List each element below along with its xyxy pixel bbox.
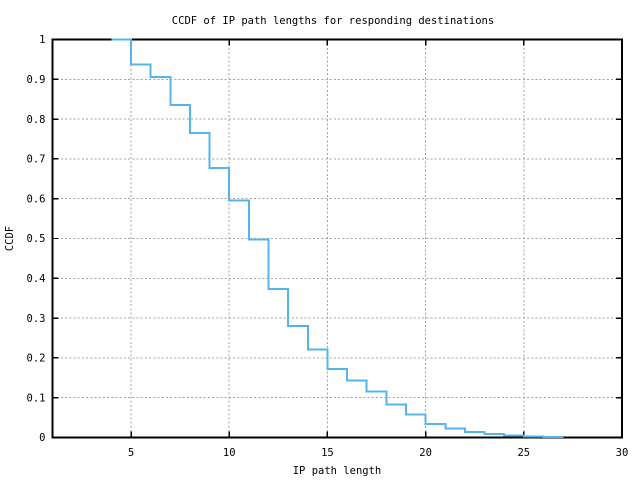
y-tick-label: 0.2 — [27, 353, 46, 365]
y-tick-label: 0.8 — [27, 114, 46, 126]
y-tick-label: 0.9 — [27, 74, 46, 86]
x-tick-label: 20 — [419, 447, 432, 459]
y-tick-label: 0.6 — [27, 193, 46, 205]
y-tick-label: 0.4 — [27, 273, 46, 285]
y-tick-label: 0.7 — [27, 154, 46, 166]
tick-labels: 5 10 15 20 25 30 0 0.1 0.2 0.3 0.4 0.5 0.6 0.7 0.8 0.9 1 — [27, 34, 629, 459]
x-tick-label: 15 — [321, 447, 334, 459]
y-tick-label: 0.1 — [27, 392, 46, 404]
x-axis-label: IP path length — [293, 465, 382, 477]
y-axis-label: CCDF — [4, 226, 16, 251]
y-tick-label: 0 — [39, 432, 45, 444]
y-tick-label: 0.3 — [27, 313, 46, 325]
y-tick-label: 1 — [39, 34, 45, 46]
x-tick-label: 30 — [616, 447, 629, 459]
ccdf-step-line — [111, 38, 565, 439]
x-tick-label: 25 — [517, 447, 530, 459]
ccdf-curve — [111, 38, 565, 439]
x-tick-label: 10 — [223, 447, 236, 459]
y-tick-label: 0.5 — [27, 233, 46, 245]
x-tick-label: 5 — [128, 447, 134, 459]
chart-title: CCDF of IP path lengths for responding d… — [172, 15, 494, 27]
grid-lines — [52, 39, 622, 438]
